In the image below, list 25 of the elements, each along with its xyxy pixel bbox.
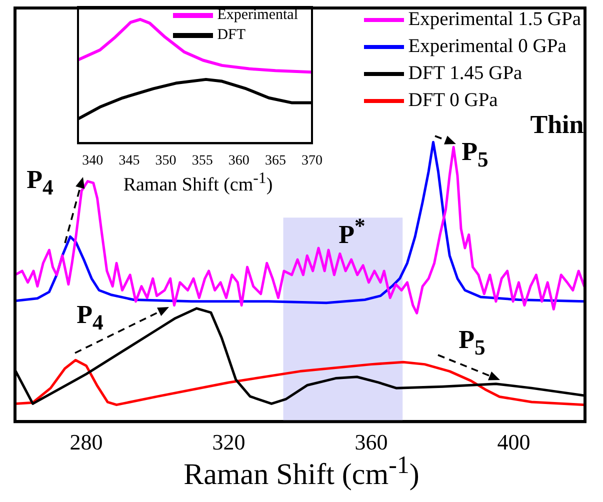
x-tick-label: 365 <box>264 153 286 168</box>
annotation: P$_{4}$ <box>76 300 104 334</box>
legend-label: DFT 0 GPa <box>408 90 498 112</box>
x-tick-label: 340 <box>82 153 104 168</box>
x-tick-label: 350 <box>155 153 176 168</box>
x-tick-label: 280 <box>70 430 103 455</box>
annotation: P$^{*}$ <box>338 214 366 249</box>
x-axis-title: Raman Shift (cm$^{-1}$) <box>122 170 274 196</box>
x-tick-label: 345 <box>118 153 140 168</box>
annotation: P$_{5}$ <box>462 137 488 172</box>
x-axis-title: Raman Shift (cm$^{-1}$) <box>184 452 420 491</box>
legend-label: Experimental <box>217 6 298 24</box>
annotation: P$_{5}$ <box>458 325 486 360</box>
x-tick-label: 400 <box>497 430 530 455</box>
legend-label: Experimental 1.5 GPa <box>408 8 581 30</box>
text: Thin <box>530 110 584 139</box>
x-tick-label: 360 <box>354 430 388 455</box>
x-tick-label: 370 <box>302 153 322 168</box>
x-tick-label: 355 <box>192 153 213 168</box>
x-tick-label: 360 <box>228 153 250 168</box>
annotation: P$_{4}$ <box>26 165 54 200</box>
legend-label: DFT <box>217 26 246 44</box>
legend-label: Experimental 0 GPa <box>408 36 566 58</box>
x-tick-label: 320 <box>212 430 246 455</box>
legend-label: DFT 1.45 GPa <box>408 62 522 84</box>
